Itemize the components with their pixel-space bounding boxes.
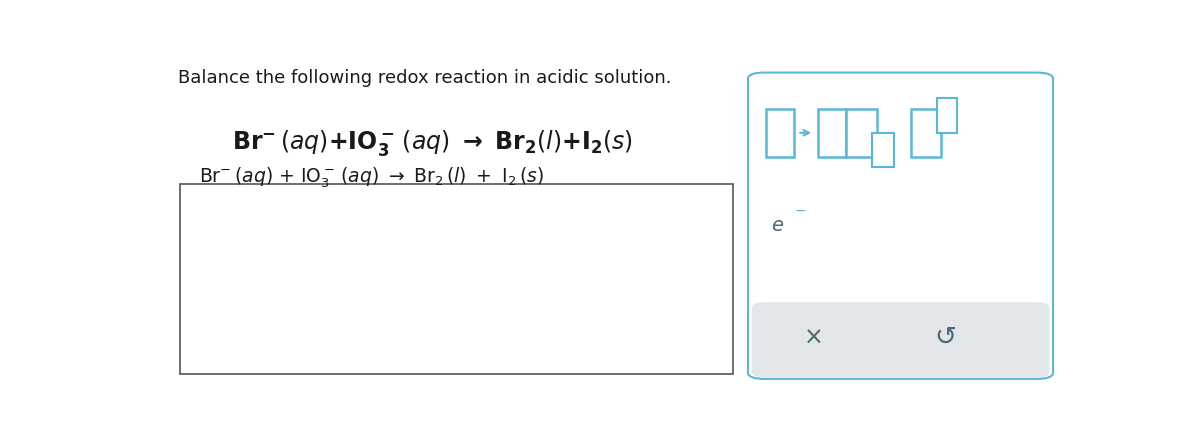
FancyBboxPatch shape [817,109,846,157]
Text: Balance the following redox reaction in acidic solution.: Balance the following redox reaction in … [178,69,672,87]
Text: ↺: ↺ [934,325,956,350]
Text: $\mathbf{Br}^{\mathbf{-}}\,\mathit{(aq)}\mathbf{+IO_3^-}\,\mathit{(aq)}\ \mathbf: $\mathbf{Br}^{\mathbf{-}}\,\mathit{(aq)}… [232,128,632,158]
Text: $-$: $-$ [793,203,805,217]
FancyBboxPatch shape [751,302,1049,378]
Text: $e$: $e$ [772,216,785,235]
FancyBboxPatch shape [180,185,733,374]
FancyBboxPatch shape [871,133,894,167]
FancyBboxPatch shape [937,98,958,133]
Text: $\mathrm{Br}^{-}\,\mathit{(aq)}\ \mathit{+}\ \mathrm{IO_3^-}\,\mathit{(aq)}\ \ri: $\mathrm{Br}^{-}\,\mathit{(aq)}\ \mathit… [199,165,544,190]
FancyBboxPatch shape [748,72,1054,379]
FancyBboxPatch shape [846,109,877,157]
FancyBboxPatch shape [911,109,941,157]
FancyBboxPatch shape [766,109,793,157]
Text: ×: × [804,325,824,350]
